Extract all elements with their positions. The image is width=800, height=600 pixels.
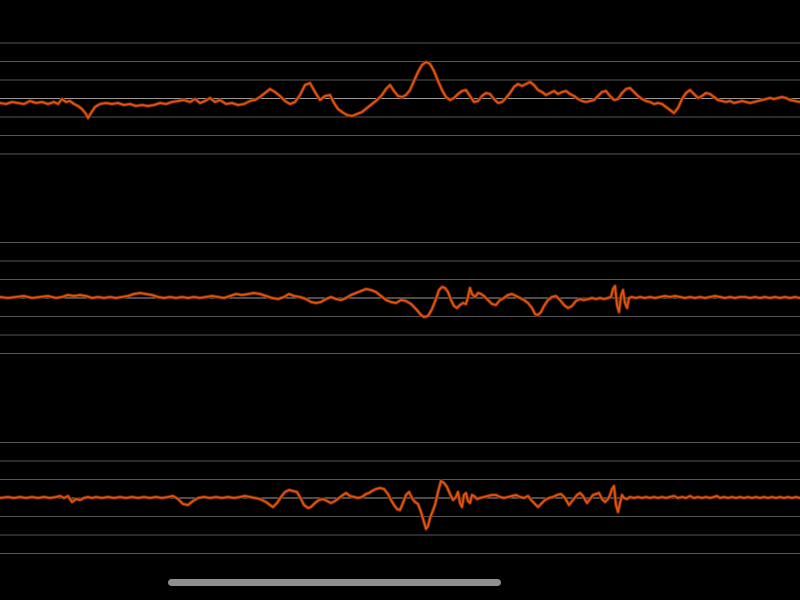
home-indicator[interactable] xyxy=(168,579,501,586)
trace-top-halo xyxy=(0,60,800,120)
trace-top xyxy=(0,61,800,119)
trace-bottom-halo xyxy=(0,479,800,531)
trace-bottom xyxy=(0,480,800,530)
trace-middle xyxy=(0,285,800,318)
